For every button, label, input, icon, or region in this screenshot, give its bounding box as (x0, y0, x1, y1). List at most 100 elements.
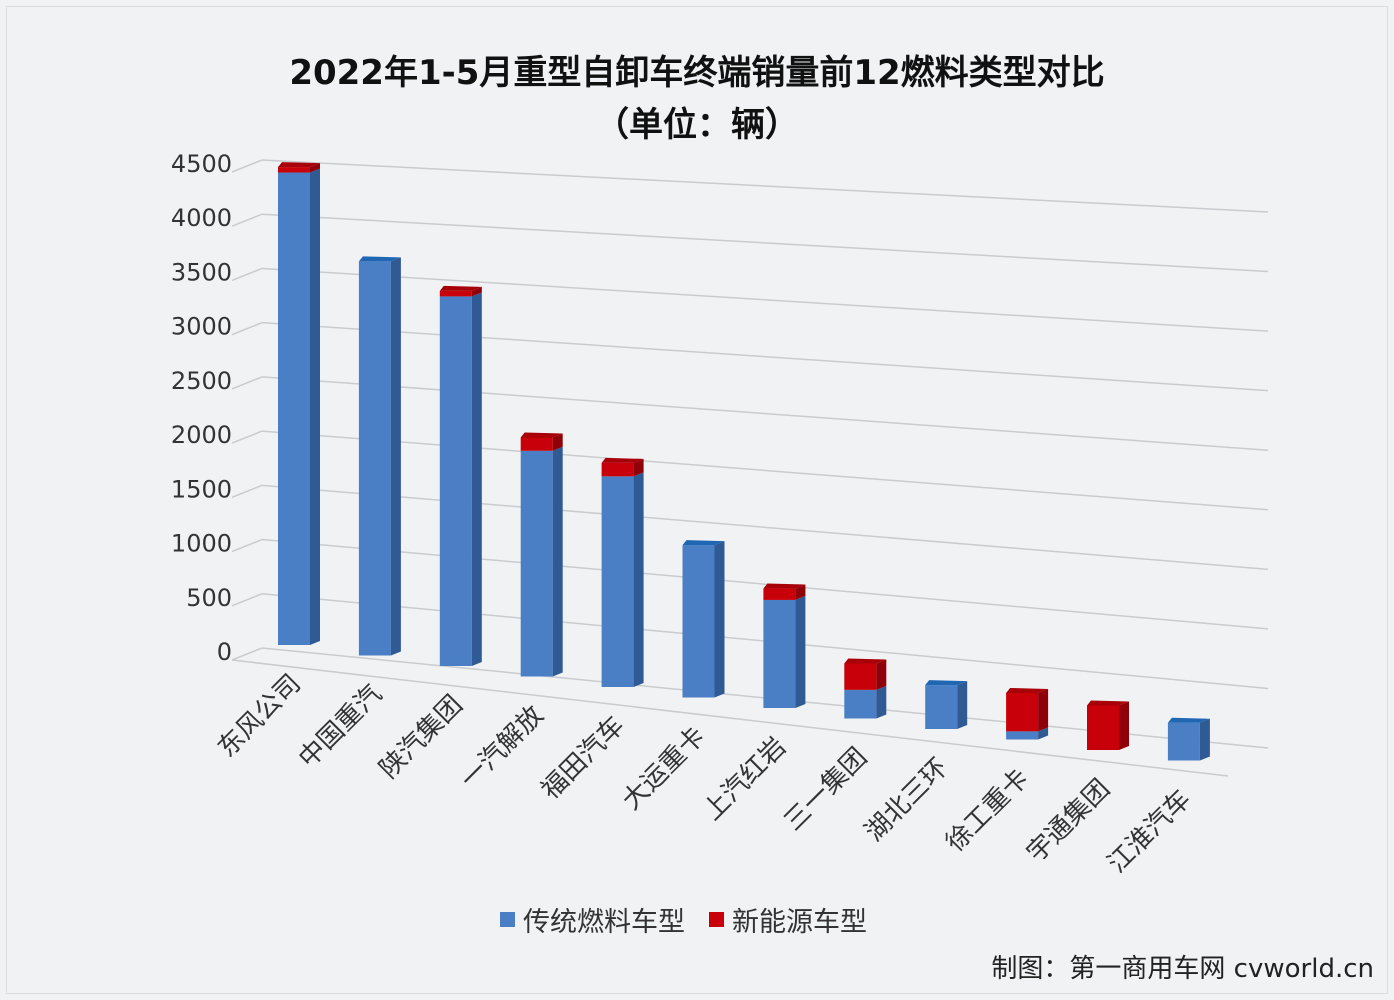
bar-segment-traditional-side (552, 446, 563, 677)
bar-segment-new-energy (601, 462, 634, 477)
chart-title: 2022年1-5月重型自卸车终端销量前12燃料类型对比 (289, 53, 1105, 93)
source-credit: 制图：第一商用车网 cvworld.cn (991, 954, 1374, 984)
x-category-label: 东风公司 (212, 669, 307, 764)
bar-segment-new-energy (278, 167, 310, 173)
bar-segment-traditional (682, 545, 715, 698)
gridline (261, 321, 1269, 392)
bar-group (1167, 717, 1210, 761)
bar-segment-traditional (601, 476, 634, 687)
x-category-label: 三一集团 (778, 742, 873, 837)
y-tick-label: 4500 (171, 150, 232, 178)
gridline (261, 159, 1269, 213)
bar-segment-new-energy-side (1038, 688, 1049, 732)
x-category-label: 福田汽车 (536, 711, 631, 806)
gridline-side (231, 213, 263, 227)
bar-top-face (682, 540, 725, 546)
gridline-side (231, 647, 263, 661)
bar-segment-new-energy-side (1119, 701, 1129, 750)
legend-label: 传统燃料车型 (523, 907, 685, 938)
y-tick-label: 0 (217, 638, 232, 666)
bar-segment-new-energy-side (795, 584, 806, 600)
bar-top-face (763, 583, 806, 589)
bar-segment-traditional-side (876, 685, 887, 719)
bar-segment-traditional (358, 261, 391, 656)
bar-group (601, 457, 644, 687)
bar-segment-traditional-side (1038, 727, 1049, 740)
x-category-label: 中国重汽 (293, 679, 388, 774)
bar-segment-traditional-side (1199, 718, 1210, 761)
bar-segment-traditional-side (390, 257, 401, 656)
y-tick-label: 500 (186, 584, 232, 612)
bar-segment-traditional (439, 296, 472, 666)
x-category-label: 上汽红岩 (698, 732, 793, 827)
bar-group (1006, 687, 1049, 740)
bar-segment-new-energy (844, 663, 877, 690)
gridline-side (231, 321, 263, 336)
bar-segment-new-energy-side (552, 433, 563, 451)
bar-top-face (439, 285, 482, 291)
x-category-label: 江淮汽车 (1102, 784, 1197, 879)
gridline-side (231, 159, 263, 173)
legend-swatch-blue (500, 912, 515, 927)
gridline (261, 430, 1269, 511)
bar-top-face (601, 457, 644, 463)
gridline-side (231, 593, 263, 607)
legend-swatch-red (709, 912, 724, 927)
gridline-side (231, 484, 263, 499)
bar-top-face (844, 658, 887, 664)
legend: 传统燃料车型 新能源车型 (500, 900, 867, 939)
x-category-label: 湖北三环 (859, 753, 954, 848)
bar-group (682, 540, 725, 698)
legend-item-new-energy: 新能源车型 (709, 900, 867, 939)
bar-segment-traditional (520, 450, 553, 677)
gridline-side (231, 376, 263, 390)
bar-group (520, 432, 563, 677)
bar-segment-traditional (763, 599, 796, 708)
legend-label: 新能源车型 (732, 907, 867, 938)
y-tick-label: 2500 (171, 367, 232, 395)
x-category-label: 一汽解放 (455, 700, 550, 795)
floor-edge (231, 659, 1229, 777)
bar-segment-new-energy (439, 290, 472, 297)
bar-group (763, 583, 806, 708)
gridline-side (231, 430, 263, 444)
bar-top-face (1006, 687, 1049, 693)
bar-group (925, 680, 968, 729)
bar-segment-traditional-side (633, 472, 644, 687)
bar-segment-traditional (278, 172, 310, 646)
bar-top-face (925, 680, 968, 686)
bar-top-face (1087, 700, 1129, 706)
bar-segment-new-energy (763, 588, 796, 600)
y-tick-label: 3500 (171, 258, 232, 286)
x-category-label: 大运重卡 (617, 721, 712, 816)
bar-segment-new-energy-side (310, 163, 320, 173)
y-tick-label: 2000 (171, 421, 232, 449)
bar-segment-new-energy (1087, 705, 1119, 750)
bar-group (358, 256, 401, 656)
bar-group (439, 285, 482, 666)
bar-segment-new-energy (1006, 692, 1039, 732)
bar-top-face (520, 432, 563, 438)
bar-segment-traditional (1006, 731, 1039, 740)
bar-segment-new-energy-side (876, 659, 887, 690)
gridline-side (231, 267, 263, 282)
x-category-label: 徐工重卡 (940, 763, 1035, 858)
bar-segment-traditional-side (310, 168, 320, 646)
bar-top-face (358, 256, 401, 262)
y-tick-label: 4000 (171, 204, 232, 232)
gridline (261, 213, 1269, 273)
bar-group (278, 162, 320, 646)
y-tick-label: 1500 (171, 475, 232, 503)
bar-segment-traditional-side (471, 292, 482, 666)
gridline (261, 376, 1269, 451)
bar-segment-new-energy-side (633, 458, 644, 477)
bar-segment-traditional-side (714, 541, 725, 698)
bar-segment-traditional (1167, 722, 1200, 761)
bar-segment-traditional (844, 689, 877, 719)
x-category-label: 宇通集团 (1021, 774, 1116, 869)
y-tick-label: 1000 (171, 530, 232, 558)
bar-top-face (1167, 717, 1210, 723)
bar-segment-new-energy (520, 437, 553, 451)
bar-group (1087, 700, 1129, 750)
